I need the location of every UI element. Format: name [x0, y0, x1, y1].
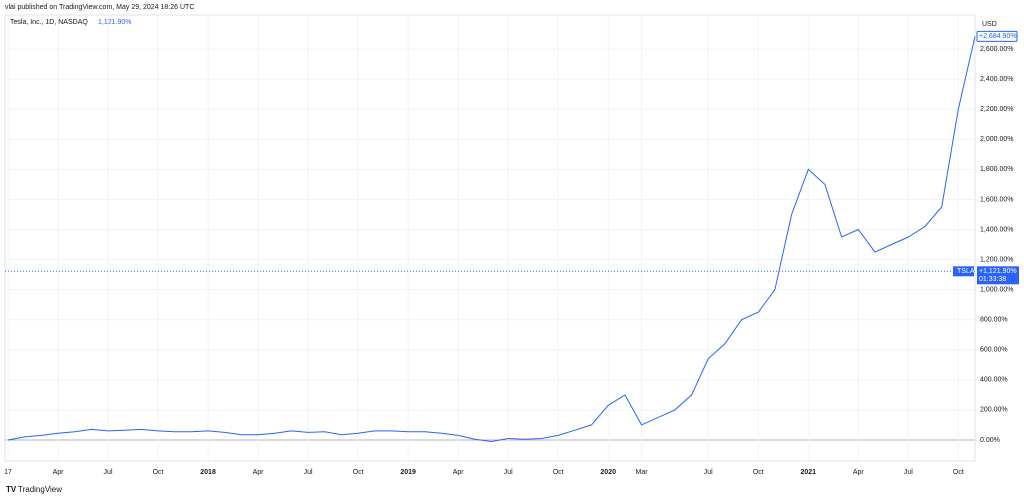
y-tick-label: 400.00%	[980, 377, 1008, 384]
x-tick-label: Apr	[53, 469, 65, 476]
currency: USD	[982, 21, 997, 28]
publisher: vlai published on TradingView.com, May 2…	[5, 4, 194, 11]
price-line	[7, 36, 976, 443]
y-tick-label: 1,200.00%	[980, 256, 1013, 263]
x-tick-label: 2020	[600, 469, 616, 476]
x-tick-label: Apr	[453, 469, 465, 476]
x-tick-label: Apr	[253, 469, 265, 476]
y-tick-label: 2,200.00%	[980, 106, 1013, 113]
x-tick-label: Mar	[636, 469, 649, 476]
y-tick-label: 1,000.00%	[980, 286, 1013, 293]
legend-value: 1,121.90%	[98, 19, 131, 26]
pane	[4, 14, 976, 462]
price-label: +1,121.90%	[979, 268, 1017, 275]
legend-title: Tesla, Inc., 1D, NASDAQ	[10, 19, 88, 26]
y-tick-label: 600.00%	[980, 347, 1008, 354]
x-tick-label: Oct	[153, 469, 164, 476]
symbol-box	[953, 266, 974, 277]
x-tick-label: Jul	[304, 469, 313, 476]
x-tick-label: Jul	[504, 469, 513, 476]
y-tick-label: 1,400.00%	[980, 226, 1013, 233]
countdown: 01:33:38	[979, 276, 1006, 283]
logo-icon: TV	[6, 485, 17, 494]
y-tick-label: 200.00%	[980, 407, 1008, 414]
x-tick-label: 2018	[200, 469, 216, 476]
y-tick-label: 1,800.00%	[980, 166, 1013, 173]
price-box	[977, 266, 1019, 285]
y-tick-label: 2,400.00%	[980, 76, 1013, 83]
x-tick-label: 17	[4, 469, 12, 476]
logo: TradingView	[18, 485, 62, 494]
y-tick-label: 1,600.00%	[980, 196, 1013, 203]
x-tick-label: 2021	[800, 469, 816, 476]
x-tick-label: Apr	[853, 469, 865, 476]
x-tick-label: Oct	[353, 469, 364, 476]
y-tick-label: 0.00%	[980, 437, 1000, 444]
y-tick-label: 2,000.00%	[980, 136, 1013, 143]
x-tick-label: Oct	[953, 469, 964, 476]
y-tick-label: 2,600.00%	[980, 46, 1013, 53]
last-price-box	[976, 30, 1018, 42]
x-tick-label: Jul	[904, 469, 913, 476]
x-tick-label: Jul	[104, 469, 113, 476]
x-tick-label: Oct	[753, 469, 764, 476]
x-tick-label: Oct	[553, 469, 564, 476]
x-tick-label: 2019	[400, 469, 416, 476]
y-tick-label: 800.00%	[980, 317, 1008, 324]
x-tick-label: Jul	[704, 469, 713, 476]
last-price-label: +2,684.90%	[979, 33, 1017, 40]
symbol-label: TSLA	[957, 268, 975, 275]
